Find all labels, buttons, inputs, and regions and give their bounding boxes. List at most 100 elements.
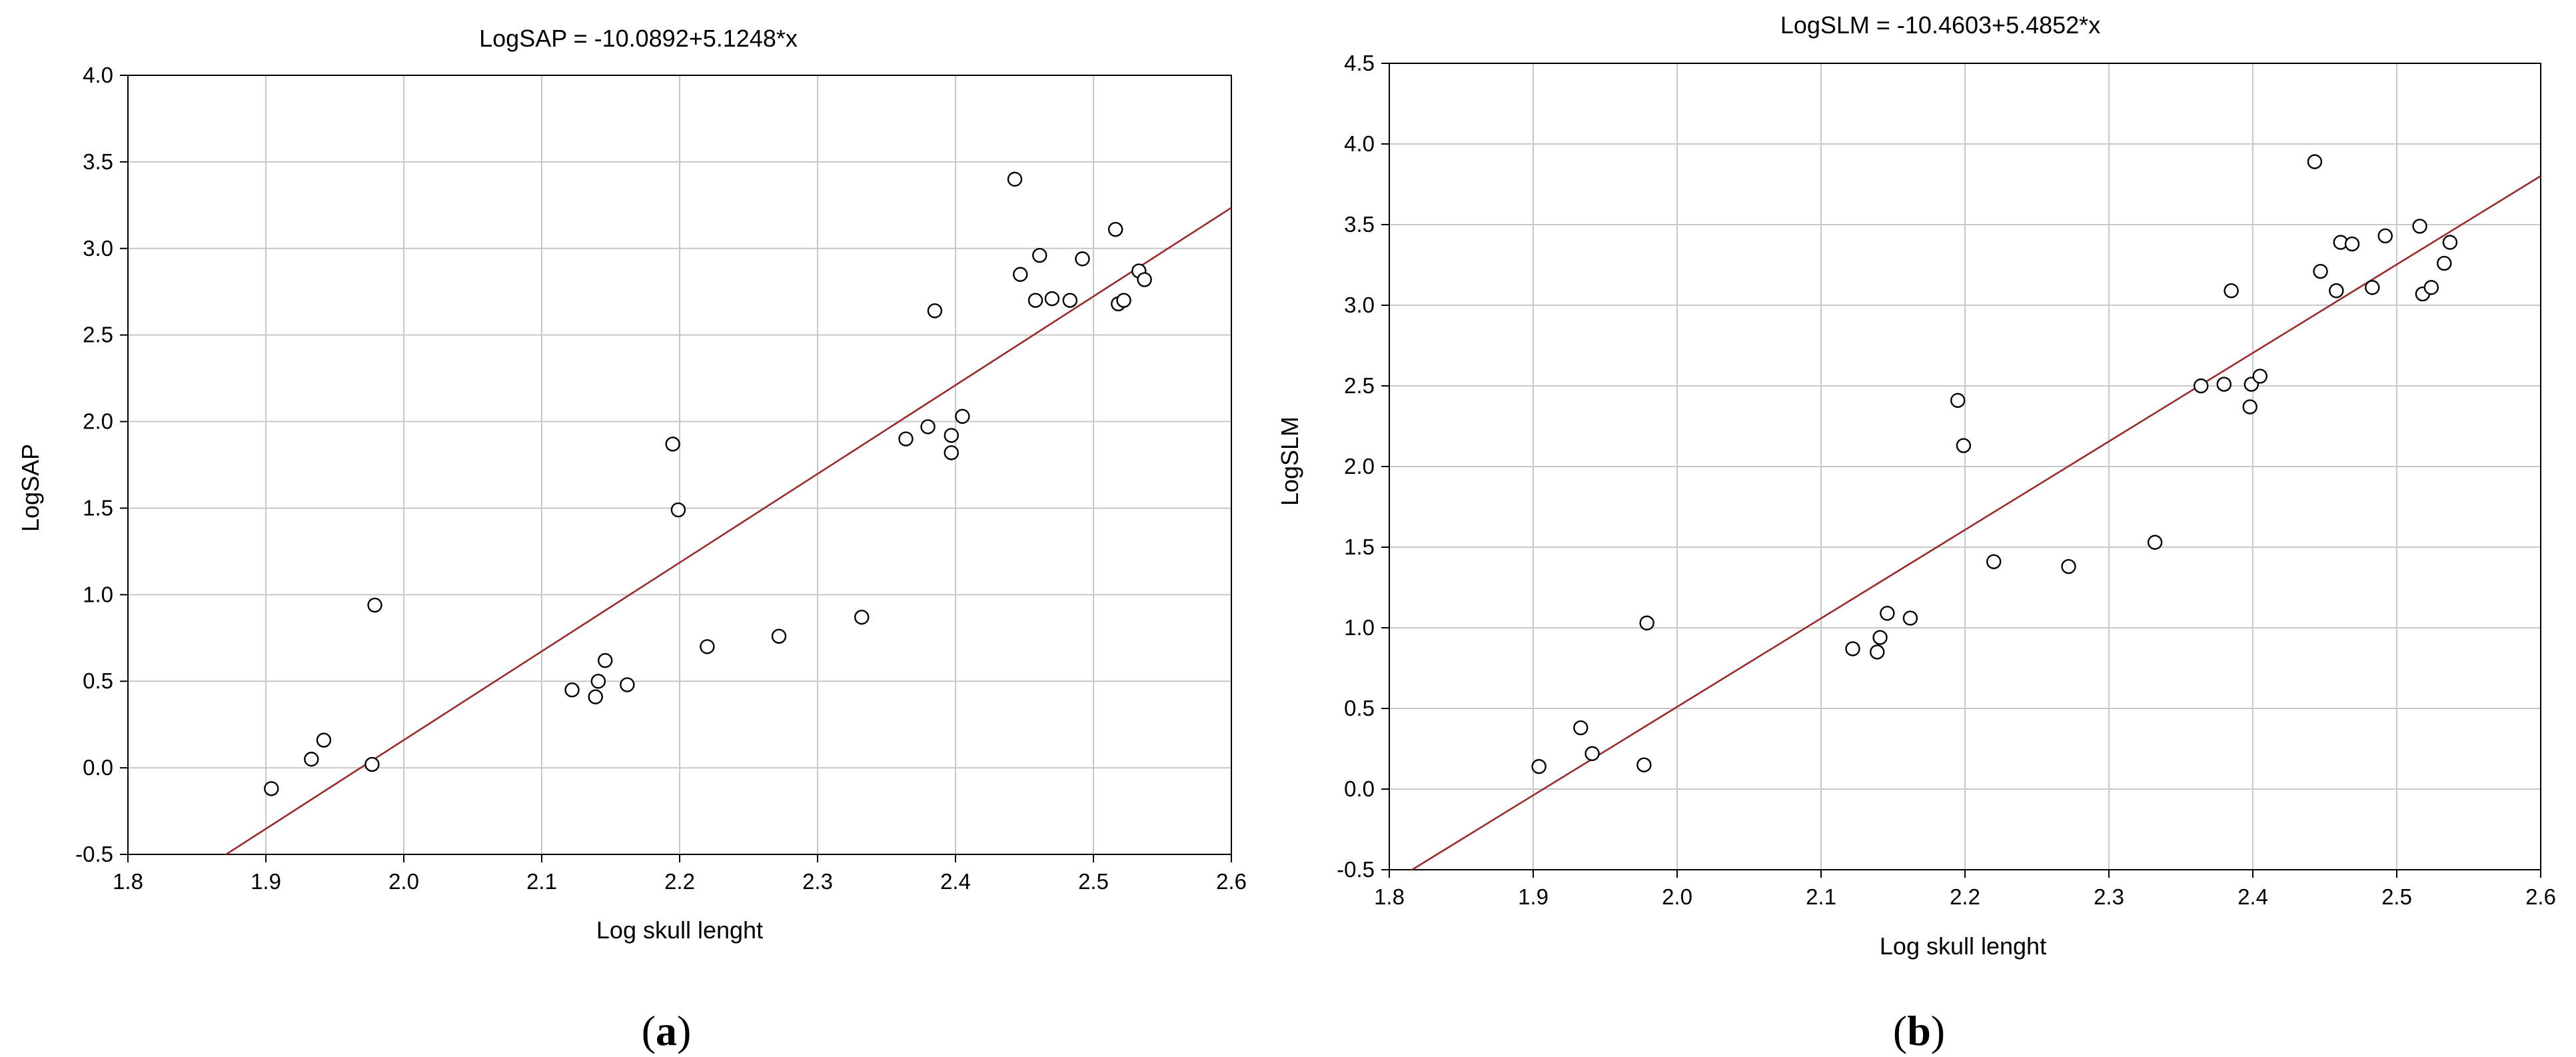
chart-a-data-point <box>1007 171 1023 187</box>
chart-b-data-point <box>2423 280 2439 295</box>
chart-a-xtick-label: 2.3 <box>802 869 833 894</box>
chart-b-xtick-label: 1.8 <box>1374 884 1405 909</box>
chart-a-xtick-label: 2.2 <box>664 869 695 894</box>
chart-b-data-point <box>1573 720 1589 736</box>
chart-a-data-point <box>944 445 959 461</box>
chart-a-data-point <box>620 677 635 692</box>
chart-b-data-point <box>1845 641 1860 656</box>
chart-b-data-point <box>2147 534 2163 550</box>
chart-b-data-point <box>2216 377 2232 392</box>
chart-a-ytick-label: 0.0 <box>83 755 113 780</box>
chart-b-data-point <box>2365 280 2380 295</box>
chart-b-title: LogSLM = -10.4603+5.4852*x <box>1780 11 2100 39</box>
chart-b-data-point <box>2194 378 2209 394</box>
chart-a-xtick-label: 2.0 <box>388 869 419 894</box>
chart-a-data-point <box>1107 222 1123 237</box>
chart-b-data-point <box>2242 399 2257 415</box>
chart-b-xlabel: Log skull lenght <box>1880 932 2046 960</box>
chart-a-data-point <box>1137 272 1152 287</box>
chart-a-ytick-label: 2.0 <box>83 409 113 434</box>
chart-a-data-point <box>927 303 943 319</box>
chart-a-ytick-label: -0.5 <box>75 842 113 866</box>
chart-a-data-point <box>588 689 603 704</box>
chart-a-ylabel: LogSAP <box>17 444 44 532</box>
chart-a-data-point <box>700 639 715 654</box>
chart-b-regression-line <box>1410 175 2541 870</box>
chart-b-data-point <box>1880 606 1895 621</box>
chart-b-xtick-label: 2.1 <box>1806 884 1836 909</box>
chart-b-ytick-label: 2.0 <box>1344 454 1375 479</box>
chart-a-data-point <box>854 609 870 625</box>
chart-b-data-point <box>1531 758 1547 774</box>
scatter-chart-a: LogSAP = -10.0892+5.1248*x Log skull len… <box>17 25 1247 1054</box>
chart-b-ytick-label: 0.0 <box>1344 776 1375 801</box>
chart-a-ytick-label: 1.0 <box>83 582 113 606</box>
chart-b-xtick-label: 2.5 <box>2381 884 2412 909</box>
chart-b-data-point <box>1986 554 2002 569</box>
chart-a-data-point <box>598 652 613 668</box>
chart-a-xtick-label: 1.9 <box>251 869 281 894</box>
scatter-chart-b: LogSLM = -10.4603+5.4852*x Log skull len… <box>1276 11 2556 1054</box>
chart-a-data-point <box>1062 293 1078 308</box>
chart-b-ytick-label: 1.5 <box>1344 534 1375 559</box>
chart-a-data-point <box>665 437 680 452</box>
chart-b-data-point <box>2377 228 2393 244</box>
chart-a-xtick-label: 1.8 <box>113 869 143 894</box>
panel-label-a: (a) <box>642 1007 692 1054</box>
chart-a-ytick-label: 1.5 <box>83 495 113 520</box>
chart-b-xtick-label: 2.0 <box>1662 884 1692 909</box>
chart-a-title: LogSAP = -10.0892+5.1248*x <box>479 25 798 52</box>
chart-a-ytick-label: 0.5 <box>83 668 113 693</box>
panel-label-b: (b) <box>1893 1007 1945 1054</box>
chart-a-ytick-label: 3.5 <box>83 149 113 174</box>
chart-a-data-point <box>1027 293 1043 308</box>
chart-a-data-point <box>1032 247 1047 263</box>
chart-b-data-point <box>2061 558 2076 574</box>
chart-b-ytick-label: 3.0 <box>1344 293 1375 317</box>
chart-a-data-point <box>955 409 970 424</box>
chart-a-data-point <box>1075 251 1090 267</box>
chart-b-data-point <box>2412 219 2427 234</box>
chart-b-ylabel: LogSLM <box>1276 417 1303 506</box>
chart-b-data-point <box>2437 255 2452 271</box>
chart-b-xtick-label: 2.3 <box>2094 884 2124 909</box>
chart-b-data-point <box>1902 610 1918 626</box>
chart-a-data-point <box>670 502 686 518</box>
chart-b-data-point <box>2307 154 2323 169</box>
chart-a-data-point <box>264 781 279 796</box>
chart-b-ytick-label: -0.5 <box>1337 857 1375 882</box>
chart-a-data-point <box>944 428 959 443</box>
chart-b-xtick-label: 2.4 <box>2238 884 2268 909</box>
chart-b-data-point <box>1956 438 1972 453</box>
chart-a-xtick-label: 2.4 <box>940 869 971 894</box>
chart-b-ytick-label: 1.0 <box>1344 615 1375 640</box>
chart-a-data-point <box>304 751 319 767</box>
chart-a-regression-line <box>224 207 1231 854</box>
chart-a-xlabel: Log skull lenght <box>596 916 763 944</box>
chart-b-data-point <box>1950 393 1966 408</box>
chart-a-data-point <box>364 756 380 772</box>
chart-a-xtick-label: 2.5 <box>1078 869 1109 894</box>
chart-a-data-point <box>316 732 332 748</box>
chart-b-xtick-label: 2.6 <box>2525 884 2556 909</box>
chart-a-data-point <box>1044 291 1060 307</box>
chart-b-data-point <box>2252 369 2268 384</box>
chart-a-data-point <box>920 419 936 435</box>
chart-a-data-point <box>564 682 580 698</box>
chart-b-xtick-label: 2.2 <box>1950 884 1980 909</box>
chart-b-data-point <box>1636 757 1652 772</box>
chart-a-xtick-label: 2.6 <box>1216 869 1247 894</box>
chart-a-data-point <box>771 628 787 644</box>
chart-b-data-point <box>2313 263 2328 279</box>
chart-b-data-point <box>2224 283 2239 299</box>
chart-a-ytick-label: 3.0 <box>83 236 113 261</box>
chart-b-data-point <box>1639 615 1654 630</box>
chart-a-ytick-label: 4.0 <box>83 63 113 87</box>
chart-b-ytick-label: 4.5 <box>1344 51 1375 75</box>
chart-a-ytick-label: 2.5 <box>83 323 113 347</box>
chart-b-data-point <box>2344 236 2360 252</box>
chart-b-ytick-label: 4.0 <box>1344 131 1375 156</box>
chart-b-data-point <box>1872 630 1888 645</box>
chart-a-data-point <box>1013 267 1028 282</box>
